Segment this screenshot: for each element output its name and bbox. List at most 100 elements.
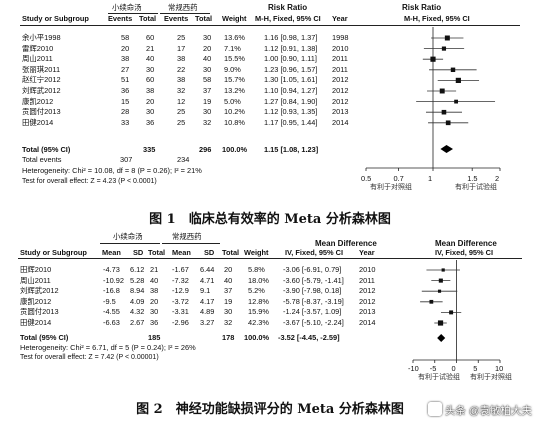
col-events: Events	[164, 14, 189, 23]
axis-tick-label: 5	[473, 364, 478, 373]
col-method: M-H, Fixed, 95% CI	[255, 14, 321, 23]
n-ctrl: 19	[224, 296, 233, 306]
sd-ctrl: 4.17	[200, 296, 215, 306]
study-year: 2011	[332, 64, 348, 74]
total-ci: -3.52 [-4.45, -2.59]	[278, 333, 340, 342]
total-weight: 100.0%	[222, 145, 248, 154]
total-events-exp: 307	[120, 155, 133, 164]
study-ci: 1.30 [1.05, 1.61]	[264, 75, 318, 85]
total-ctrl: 37	[203, 86, 212, 95]
group-underline	[108, 13, 158, 14]
study-ci: 1.00 [0.90, 1.11]	[264, 54, 317, 64]
axis-tick-label: 0	[451, 364, 456, 373]
study-year: 2012	[359, 286, 376, 296]
study-point	[441, 268, 445, 272]
mean-ctrl: -3.72	[172, 296, 189, 306]
total-events-ctrl: 234	[177, 155, 190, 164]
mean-ctrl: -2.96	[172, 318, 189, 327]
mean-exp: -9.5	[103, 296, 116, 306]
axis-tick-label: 1	[428, 174, 433, 183]
mean-ctrl: -3.31	[172, 307, 189, 317]
study-point	[455, 77, 461, 83]
study-point	[439, 88, 445, 94]
md-header: Mean Difference	[315, 239, 377, 248]
sd-exp: 4.32	[130, 307, 145, 317]
study-name: 张丽琪2011	[22, 64, 61, 74]
study-point	[430, 56, 436, 62]
group-experimental-label: 小续命汤	[113, 232, 143, 241]
study-name: 贡圆付2013	[22, 107, 61, 117]
mean-exp: -6.63	[103, 318, 120, 327]
events-exp: 28	[121, 107, 130, 117]
sd-exp: 6.12	[130, 265, 145, 274]
sd-ctrl: 4.71	[200, 275, 215, 285]
total-ctrl: 30	[203, 64, 212, 74]
study-point	[441, 109, 447, 115]
study-weight: 42.3%	[248, 318, 269, 327]
col-sd: SD	[133, 248, 144, 257]
col-weight: Weight	[222, 14, 247, 23]
study-name: 刘辉武2012	[22, 86, 61, 95]
total-label: Total (95% CI)	[20, 333, 69, 342]
group-experimental-label: 小续命汤	[112, 3, 142, 12]
header-rule	[20, 25, 520, 26]
study-year: 2012	[332, 96, 349, 106]
total-ctrl: 30	[203, 107, 212, 117]
figure-1-caption: 图 1 临床总有效率的 Meta 分析森林图	[149, 212, 391, 227]
study-weight: 5.8%	[248, 265, 265, 274]
sd-ctrl: 4.89	[200, 307, 215, 317]
total-ctrl: 19	[203, 96, 212, 106]
col-mean: Mean	[102, 248, 121, 257]
study-ci: 1.10 [0.94, 1.27]	[264, 86, 318, 95]
header-rule	[18, 258, 522, 259]
study-weight: 15.5%	[224, 54, 245, 64]
total-exp: 60	[146, 75, 155, 85]
events-exp: 27	[121, 64, 130, 74]
events-ctrl: 17	[177, 43, 186, 53]
favors-left: 有利于对照组	[370, 184, 412, 191]
sd-exp: 5.28	[130, 275, 145, 285]
study-ci: -3.67 [-5.10, -2.24]	[283, 318, 344, 327]
toutiao-logo-icon	[427, 402, 442, 416]
study-name: 周山2011	[22, 54, 53, 64]
col-method: IV, Fixed, 95% CI	[285, 248, 344, 257]
study-name: 余小平1998	[22, 33, 61, 42]
axis-tick-label: -5	[429, 364, 437, 373]
study-year: 2010	[332, 43, 349, 53]
n-exp: 36	[150, 318, 159, 327]
study-ci: -5.78 [-8.37, -3.19]	[283, 296, 344, 306]
col-study: Study or Subgroup	[22, 14, 89, 23]
sd-ctrl: 9.1	[200, 286, 211, 296]
study-ci: 1.12 [0.93, 1.35]	[264, 107, 318, 117]
study-year: 2014	[332, 117, 349, 127]
mean-ctrl: -1.67	[172, 265, 189, 274]
study-weight: 13.2%	[224, 86, 245, 95]
events-ctrl: 32	[177, 86, 186, 95]
n-exp: 21	[150, 265, 159, 274]
sd-exp: 2.67	[130, 318, 145, 327]
study-point	[437, 289, 442, 293]
n-ctrl: 30	[224, 307, 233, 317]
n-exp: 40	[150, 275, 159, 285]
study-ci: -3.06 [-6.91, 0.79]	[283, 265, 342, 274]
group-control-label: 常规西药	[168, 3, 198, 12]
total-exp: 36	[146, 117, 155, 127]
n-ctrl: 37	[224, 286, 233, 296]
study-weight: 13.6%	[224, 33, 245, 42]
study-name: 贡圆付2013	[20, 307, 59, 317]
total-ctrl: 40	[203, 54, 212, 64]
sd-exp: 8.94	[130, 286, 145, 296]
study-name: 刘辉武2012	[20, 286, 59, 296]
total-ctrl: 32	[203, 117, 212, 127]
study-year: 2012	[332, 86, 349, 95]
total-ctrl: 178	[222, 333, 235, 342]
pooled-diamond	[437, 334, 446, 342]
study-ci: 1.12 [0.91, 1.38]	[264, 43, 318, 53]
n-exp: 20	[150, 296, 159, 306]
study-name: 赵红宁2012	[22, 75, 61, 85]
events-exp: 15	[121, 96, 130, 106]
study-point	[454, 99, 459, 104]
total-exp: 60	[146, 33, 155, 42]
col-mean: Mean	[172, 248, 191, 257]
